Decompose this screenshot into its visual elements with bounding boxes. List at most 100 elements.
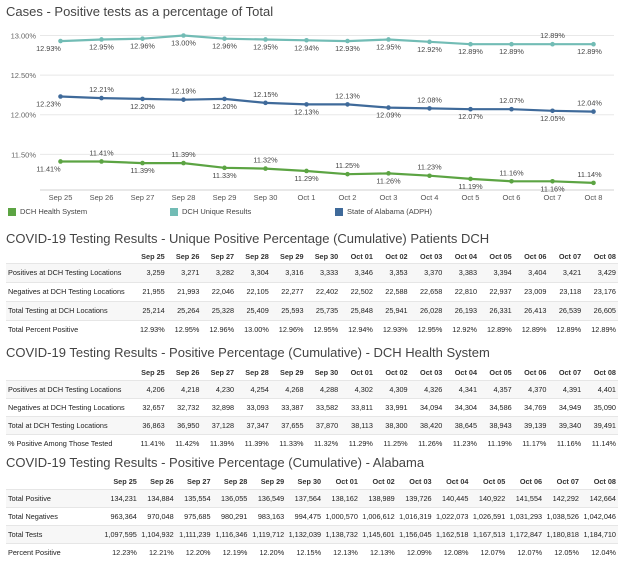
data-point (386, 171, 391, 176)
data-point (181, 160, 186, 166)
column-header: Sep 25 (141, 368, 165, 378)
table-cell: 1,119,712 (252, 529, 285, 539)
data-label: 11.26% (376, 176, 401, 185)
data-label: 12.92% (417, 45, 442, 54)
table-cell: 33,387 (281, 402, 304, 412)
data-point (58, 94, 63, 99)
table-cell: 34,304 (454, 402, 478, 412)
data-label: 11.19% (458, 182, 483, 191)
table-cell: 39,340 (558, 420, 582, 430)
column-header: Oct 06 (524, 251, 547, 261)
table-cell: 975,685 (184, 511, 211, 521)
table-cell: 140,445 (442, 493, 469, 503)
table-cell: 33,582 (315, 402, 339, 412)
data-label: 11.41% (36, 164, 61, 173)
data-point (468, 41, 473, 47)
table-cell: 25,593 (281, 306, 304, 315)
table-cell: 3,346 (354, 268, 373, 277)
data-point (427, 173, 432, 179)
x-tick-label: Sep 29 (213, 193, 237, 202)
data-label: 12.15% (253, 90, 278, 99)
x-tick-label: Sep 28 (172, 193, 196, 202)
table-cell: 22,588 (385, 287, 408, 296)
table-cell: 12.21% (148, 547, 174, 557)
table-cell: 135,554 (184, 493, 211, 503)
data-point (591, 41, 596, 47)
legend-item-dch-health-system[interactable]: DCH Health System (8, 207, 87, 216)
column-header: Sep 28 (245, 368, 269, 378)
table-cell: 38,420 (420, 420, 443, 430)
table-cell: 35,090 (593, 402, 616, 412)
table-cell: 38,113 (351, 420, 373, 430)
row-label: Total at DCH Testing Locations (8, 420, 108, 430)
column-header: Oct 08 (593, 251, 616, 261)
table-cell: 1,156,045 (399, 529, 432, 539)
table-title-dch-health-system: COVID-19 Testing Results - Positive Perc… (6, 345, 490, 360)
header-blank-cell (6, 475, 102, 489)
column-header: Oct 02 (372, 477, 395, 487)
table-cell: 963,364 (110, 511, 137, 521)
data-point (345, 171, 350, 177)
table-cell: 11.26% (418, 438, 443, 448)
table-cell: 12.93% (382, 325, 408, 335)
legend-item-dch-unique-results[interactable]: DCH Unique Results (170, 207, 251, 216)
table-cell: 4,218 (181, 384, 200, 394)
row-label: Total Tests (8, 529, 43, 539)
table-cell: 12.89% (521, 325, 547, 335)
data-label: 12.95% (253, 42, 278, 51)
table-cell: 23,009 (524, 287, 547, 296)
table-cell: 26,028 (420, 306, 443, 315)
table-unique-positive-dch: Sep 25 Sep 26 Sep 27 Sep 28 Sep 29 Sep 30 Oct … (6, 250, 618, 339)
y-tick-label: 13.00% (11, 32, 37, 41)
table-cell: 38,300 (385, 420, 408, 430)
table-cell: 4,309 (389, 384, 408, 394)
data-label: 12.89% (499, 47, 524, 56)
table-cell: 21,993 (177, 287, 200, 296)
data-label: 11.25% (335, 161, 360, 170)
data-point (181, 97, 186, 102)
column-header: Oct 05 (489, 368, 512, 378)
row-label: Total Testing at DCH Locations (8, 306, 108, 315)
table-cell: 21,955 (142, 287, 165, 296)
table-header-row: Sep 25 Sep 26 Sep 27 Sep 28 Sep 29 Sep 30 Oct … (6, 250, 618, 263)
table-cell: 4,288 (319, 384, 339, 394)
table-cell: 1,172,847 (509, 529, 543, 539)
column-header: Oct 08 (593, 477, 616, 487)
data-label: 11.23% (417, 163, 442, 172)
column-header: Oct 01 (350, 368, 373, 378)
table-row: % Positive Among Those Tested 11.41% 11.42… (6, 434, 618, 452)
table-cell: 12.05% (554, 547, 579, 557)
data-label: 12.89% (458, 47, 483, 56)
row-label: Negatives at DCH Testing Locations (8, 402, 125, 412)
table-cell: 32,732 (177, 402, 200, 412)
table-cell: 12.07% (517, 547, 543, 557)
table-cell: 1,016,319 (399, 511, 432, 521)
data-point (468, 106, 473, 112)
table-cell: 34,949 (558, 402, 582, 412)
table-cell: 12.89% (591, 325, 616, 335)
header-blank-cell (6, 250, 132, 263)
table-cell: 142,664 (589, 493, 616, 503)
table-cell: 11.14% (591, 438, 616, 448)
y-tick-label: 11.50% (11, 150, 36, 159)
table-cell: 1,184,710 (583, 529, 616, 539)
table-cell: 11.29% (348, 438, 373, 448)
table-cell: 12.93% (139, 325, 165, 335)
legend-label: DCH Health System (20, 207, 88, 216)
table-cell: 25,214 (142, 306, 165, 315)
data-point (427, 39, 432, 45)
column-header: Oct 03 (409, 477, 432, 487)
data-label: 13.00% (171, 39, 196, 48)
table-cell: 22,277 (281, 287, 304, 296)
column-header: Oct 02 (385, 251, 408, 261)
table-cell: 1,138,732 (325, 529, 358, 539)
table-cell: 1,038,526 (546, 511, 579, 521)
legend-item-state-of-alabama[interactable]: State of Alabama (ADPH) (335, 207, 432, 216)
x-tick-label: Oct 2 (339, 193, 357, 202)
column-header: Oct 04 (454, 368, 478, 378)
table-cell: 39,139 (524, 420, 547, 430)
table-cell: 11.32% (314, 438, 339, 448)
table-cell: 11.42% (175, 438, 200, 448)
data-label: 12.04% (577, 99, 602, 108)
table-cell: 4,391 (562, 384, 582, 394)
